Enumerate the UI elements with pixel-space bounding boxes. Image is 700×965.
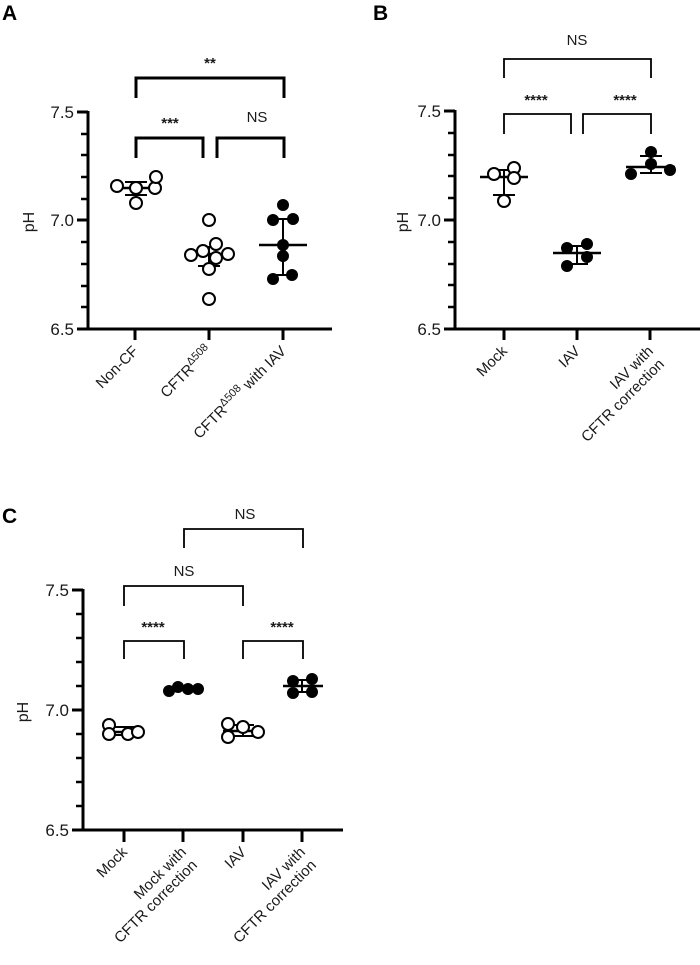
y-tick-label: 7.0 — [417, 211, 441, 230]
x-axis-b — [454, 327, 700, 340]
significance-label: *** — [161, 115, 179, 132]
y-axis-label: pH — [15, 702, 32, 722]
series-cftr-d508 — [184, 213, 235, 306]
series-cftr-d508-iav — [259, 199, 307, 285]
panel-b: B 7.5 7.0 6.5 pH Mock IAV IAV with CFTR … — [373, 2, 700, 446]
category-label: IAV — [555, 343, 583, 371]
y-tick-label: 7.5 — [417, 102, 441, 121]
series-non-cf — [110, 170, 163, 210]
significance-label: NS — [567, 32, 588, 49]
y-tick-label: 6.5 — [45, 821, 69, 840]
significance-brackets-c — [123, 528, 304, 659]
significance-label: **** — [270, 619, 294, 636]
panel-letter-b: B — [373, 2, 388, 25]
y-axis-b — [444, 109, 457, 331]
y-minor-ticks-b — [448, 131, 455, 309]
y-axis-label: pH — [21, 212, 38, 232]
significance-label: NS — [235, 506, 256, 523]
series-iav-b — [553, 238, 601, 272]
y-axis-label: pH — [395, 212, 412, 232]
significance-label: **** — [613, 92, 637, 109]
significance-brackets-a — [134, 76, 286, 158]
category-label: IAV — [221, 844, 249, 872]
y-tick-label: 6.5 — [50, 320, 74, 339]
significance-brackets-b — [503, 58, 652, 134]
series-iav-cftr-c — [283, 673, 323, 699]
panel-letter-c: C — [2, 505, 17, 528]
y-minor-ticks-a — [81, 132, 88, 309]
series-mock-c — [102, 718, 145, 741]
x-axis-a — [87, 327, 332, 340]
significance-label: NS — [247, 109, 268, 126]
panel-a: A 7.5 7.0 6.5 pH Non-CF CFTRΔ508 CFTRΔ50… — [2, 2, 332, 442]
series-mock-b — [480, 161, 528, 208]
x-axis-c — [82, 828, 343, 842]
significance-label: NS — [174, 563, 195, 580]
category-label: Mock — [473, 342, 511, 380]
y-axis-c — [72, 588, 85, 832]
y-tick-label: 7.0 — [50, 211, 74, 230]
panel-letter-a: A — [2, 2, 17, 25]
significance-label: ** — [204, 55, 216, 72]
y-tick-label: 7.5 — [50, 103, 74, 122]
series-iav-cftr-b — [625, 146, 676, 180]
y-minor-ticks-c — [76, 612, 83, 808]
panel-c: C 7.5 7.0 6.5 pH Mock Mock with CFTR cor… — [2, 505, 343, 947]
significance-label: **** — [524, 92, 548, 109]
y-tick-label: 7.0 — [45, 701, 69, 720]
category-label: CFTRΔ508 — [156, 341, 216, 401]
series-mock-cftr-c — [163, 681, 204, 697]
y-tick-label: 6.5 — [417, 320, 441, 339]
series-iav-c — [221, 717, 265, 744]
category-label: Mock — [93, 843, 131, 881]
y-tick-label: 7.5 — [45, 581, 69, 600]
significance-label: **** — [141, 619, 165, 636]
y-axis-a — [77, 110, 90, 331]
category-label: Non-CF — [93, 343, 142, 392]
